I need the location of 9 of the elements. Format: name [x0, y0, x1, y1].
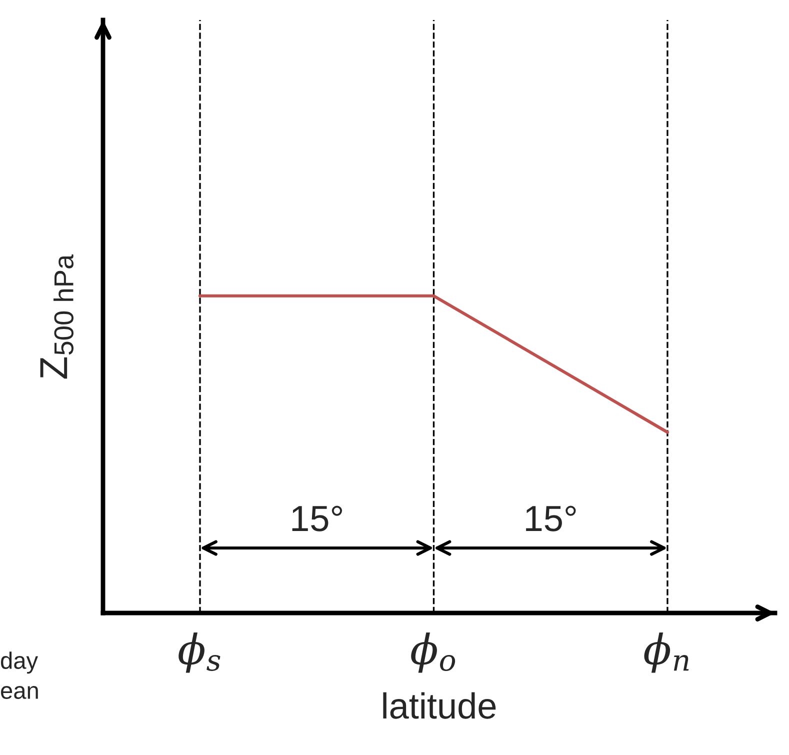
y-axis-title: Z$_{500 hPa}$ — [40, 254, 74, 379]
x-tick-label: ϕ$_{n}$ — [644, 632, 689, 673]
annotation: 15° — [292, 506, 342, 532]
annotation: 15° — [526, 506, 576, 532]
text: ean — [1, 686, 38, 699]
text: day — [0, 652, 38, 674]
x-axis-title: latitude — [383, 692, 496, 719]
x-tick-label: ϕ$_{o}$ — [411, 632, 456, 673]
x-tick-label: ϕ$_{s}$ — [178, 632, 220, 673]
